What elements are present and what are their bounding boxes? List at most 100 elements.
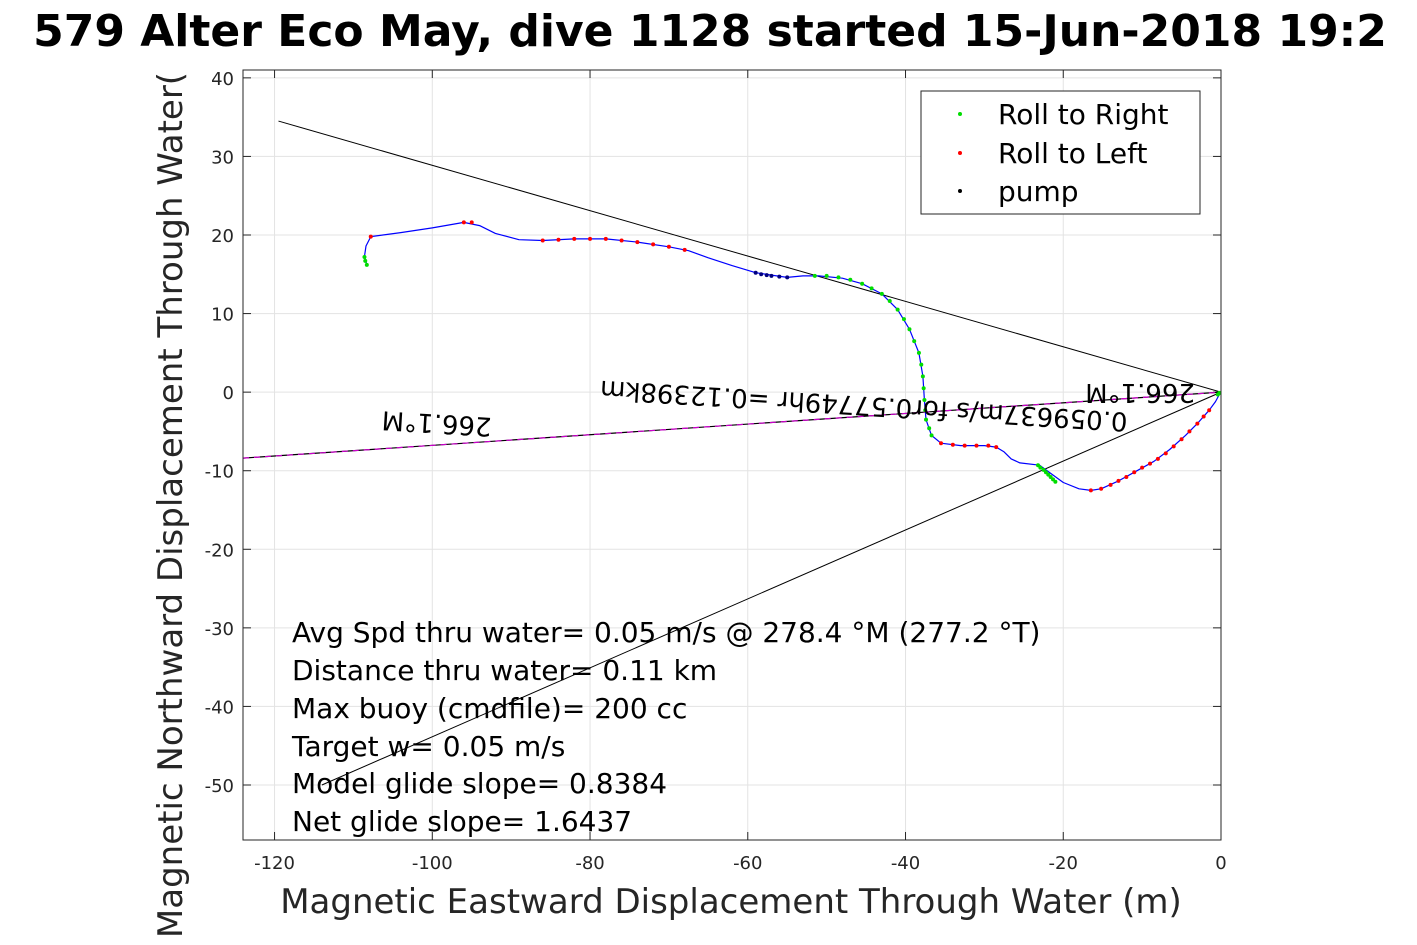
roll-left-point: [962, 443, 967, 448]
roll-right-point: [824, 273, 829, 278]
heading-line-dashed: [243, 391, 1221, 459]
roll-left-point: [469, 220, 474, 225]
y-tick-label: 0: [223, 383, 234, 404]
roll-right-point: [848, 277, 853, 282]
pump-point: [753, 270, 758, 275]
guide-lines: [278, 120, 1221, 786]
annotation-speed-distance: 0.059637m/s for0.57749hr =0.12398km: [599, 374, 1128, 436]
legend-roll-left: Roll to Left: [998, 137, 1147, 170]
legend-box: [920, 90, 1201, 215]
roll-left-point: [1132, 470, 1137, 475]
roll-left-point: [572, 236, 577, 241]
info-net-glide: Net glide slope= 1.6437: [292, 805, 632, 838]
roll-right-point: [1217, 390, 1221, 395]
roll-left-point: [619, 238, 624, 243]
legend-marker-pump: [958, 189, 962, 193]
y-tick-label: 40: [211, 69, 234, 90]
legend-pump: pump: [998, 175, 1079, 208]
pump-point: [759, 272, 764, 277]
info-max-buoy: Max buoy (cmdfile)= 200 cc: [292, 692, 687, 725]
legend-roll-right: Roll to Right: [998, 98, 1169, 131]
roll-right-point: [927, 426, 932, 431]
y-tick-label: -20: [205, 540, 234, 561]
annotation-heading-left: 266.1°M: [381, 404, 493, 441]
roll-left-point: [588, 236, 593, 241]
roll-right-point: [912, 339, 917, 344]
info-avg-speed: Avg Spd thru water= 0.05 m/s @ 278.4 °M …: [292, 616, 1040, 649]
roll-left-point: [1207, 408, 1212, 413]
roll-right-point: [895, 307, 900, 312]
roll-left-point: [939, 441, 944, 446]
roll-left-point: [1108, 482, 1113, 487]
info-target-w: Target w= 0.05 m/s: [291, 730, 565, 763]
annotation-heading-right: 266.1°M: [1085, 377, 1195, 407]
marker-series: [362, 220, 1221, 493]
x-tick-label: -120: [254, 853, 295, 874]
legend: Roll to Right Roll to Left pump: [920, 90, 1201, 215]
glide-guide-line: [321, 391, 1221, 786]
roll-left-point: [974, 443, 979, 448]
x-axis-label: Magnetic Eastward Displacement Through W…: [280, 882, 1182, 922]
pump-point: [785, 275, 790, 280]
roll-left-point: [1140, 465, 1145, 470]
roll-right-point: [812, 273, 817, 278]
y-tick-label: 10: [211, 305, 234, 326]
roll-right-point: [860, 281, 865, 286]
roll-right-point: [1038, 465, 1043, 470]
roll-left-point: [994, 445, 999, 450]
roll-left-point: [1099, 486, 1104, 491]
roll-left-point: [556, 237, 561, 242]
roll-right-point: [901, 317, 906, 322]
roll-left-point: [1088, 488, 1093, 493]
info-block: Avg Spd thru water= 0.05 m/s @ 278.4 °M …: [291, 616, 1040, 838]
pump-point: [764, 273, 769, 278]
pump-point: [769, 273, 774, 278]
y-tick-label: -10: [205, 462, 234, 483]
info-distance: Distance thru water= 0.11 km: [292, 654, 717, 687]
legend-marker-roll-left: [958, 151, 962, 155]
roll-right-point: [924, 417, 929, 422]
roll-left-point: [1171, 444, 1176, 449]
roll-left-point: [950, 442, 955, 447]
roll-right-point: [916, 350, 921, 355]
roll-right-point: [923, 408, 928, 413]
y-tick-label: -30: [205, 619, 234, 640]
y-axis-label: Magnetic Northward Displacement Through …: [151, 72, 191, 938]
x-tick-label: -60: [733, 853, 762, 874]
annotation-heading-right-group: 266.1°M: [1085, 377, 1195, 407]
roll-left-point: [666, 244, 671, 249]
roll-right-point: [921, 386, 926, 391]
y-tick-label: 30: [211, 147, 234, 168]
roll-left-point: [635, 240, 640, 245]
roll-right-point: [836, 275, 841, 280]
axis-ticks: -120 -100 -80 -60 -40 -20 0 40 30 20 10 0 -10 -20 -30 -…: [205, 69, 1227, 874]
x-tick-label: 0: [1215, 853, 1226, 874]
track-line: [363, 221, 1221, 491]
roll-right-point: [920, 374, 925, 379]
x-tick-label: -80: [575, 853, 604, 874]
roll-left-point: [1124, 475, 1129, 479]
roll-left-point: [540, 238, 545, 243]
roll-left-point: [368, 234, 373, 239]
roll-left-point: [1187, 429, 1192, 434]
roll-left-point: [1155, 456, 1160, 461]
annotation-heading-left-group: 266.1°M: [381, 404, 493, 441]
roll-left-point: [1195, 421, 1200, 426]
chart-title: 579 Alter Eco May, dive 1128 started 15-…: [33, 6, 1387, 57]
y-axis-label-group: Magnetic Northward Displacement Through …: [151, 72, 191, 938]
roll-right-point: [1053, 479, 1058, 484]
roll-right-point: [919, 362, 924, 367]
roll-right-point: [922, 398, 927, 402]
roll-right-point: [907, 327, 912, 332]
roll-left-point: [682, 247, 687, 252]
roll-left-point: [1163, 451, 1168, 456]
y-tick-label: -50: [205, 776, 234, 797]
roll-left-point: [651, 242, 656, 247]
legend-marker-roll-right: [958, 112, 962, 116]
y-tick-label: -40: [205, 697, 234, 718]
roll-left-point: [986, 443, 991, 448]
glide-guide-line: [278, 120, 1221, 393]
roll-left-point: [603, 236, 608, 241]
info-model-glide: Model glide slope= 0.8384: [292, 767, 667, 800]
